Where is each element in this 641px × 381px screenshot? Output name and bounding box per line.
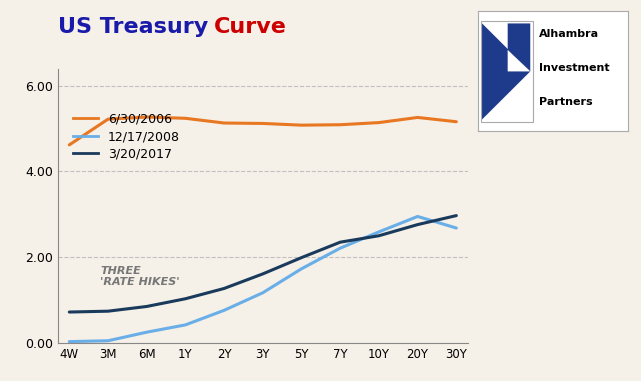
Bar <box>481 21 533 122</box>
Polygon shape <box>508 24 530 72</box>
Text: US Treasury: US Treasury <box>58 17 215 37</box>
Text: THREE
'RATE HIKES': THREE 'RATE HIKES' <box>100 266 180 287</box>
Text: Curve: Curve <box>213 17 287 37</box>
Polygon shape <box>508 50 530 72</box>
Text: Alhambra: Alhambra <box>539 29 599 39</box>
Legend: 6/30/2006, 12/17/2008, 3/20/2017: 6/30/2006, 12/17/2008, 3/20/2017 <box>68 108 185 165</box>
Text: Partners: Partners <box>539 97 593 107</box>
Text: Investment: Investment <box>539 63 610 73</box>
Polygon shape <box>482 24 530 119</box>
